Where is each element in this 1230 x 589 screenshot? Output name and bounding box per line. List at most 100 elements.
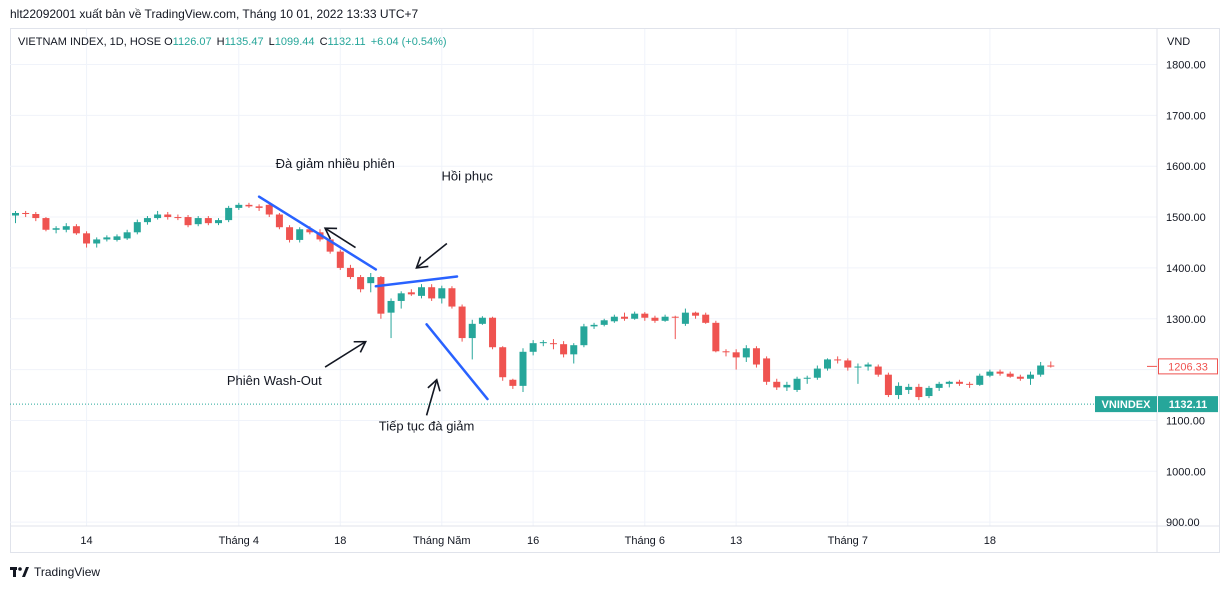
candle-body	[935, 383, 943, 388]
candle-body	[22, 212, 30, 214]
tradingview-brand: TradingView	[34, 565, 101, 579]
currency-label[interactable]: VND	[1167, 36, 1191, 48]
candle-body	[468, 323, 476, 339]
time-axis: 14 Tháng 4 18 Tháng Năm 16 Tháng 6 13 Tháng 7 18	[80, 535, 996, 547]
candle-down	[641, 312, 649, 321]
time-tick-label: 14	[80, 535, 92, 547]
time-tick-label: Tháng 6	[625, 535, 665, 547]
chart-frame[interactable]	[10, 28, 1220, 553]
candle-up	[783, 381, 791, 391]
candle-body	[296, 229, 304, 240]
candle-down	[651, 315, 659, 323]
candle-up	[12, 210, 19, 224]
candle-up	[418, 284, 425, 299]
candle-body	[1006, 373, 1014, 377]
candle-down	[164, 211, 172, 220]
price-axis: 900.001000.001100.001200.001300.001400.0…	[1166, 60, 1206, 530]
price-marker-text: 1206.33	[1168, 361, 1208, 373]
candle-body	[407, 292, 415, 295]
candle-body	[549, 343, 557, 345]
candle-body	[590, 324, 598, 327]
candle-body	[803, 377, 811, 379]
candle-body	[275, 214, 283, 228]
candle-body	[326, 239, 334, 252]
candle-down	[763, 356, 771, 385]
candle-body	[752, 348, 760, 365]
candle-down	[245, 202, 253, 208]
annotation-arrow	[425, 378, 441, 416]
time-tick-label: Tháng Năm	[413, 535, 470, 547]
candle-body	[600, 320, 608, 325]
candle-up	[1027, 371, 1034, 385]
candle-down	[407, 289, 415, 296]
candle-down	[499, 346, 507, 381]
candle-up	[631, 311, 639, 320]
candle-body	[499, 347, 507, 378]
candle-body	[377, 277, 385, 314]
ohlc-legend: VIETNAM INDEX, 1D, HOSE O1126.07 H1135.4…	[18, 36, 447, 48]
candle-down	[174, 214, 182, 221]
legend-low-value: 1099.44	[274, 36, 315, 48]
published-by-header: hlt22092001 xuất bản về TradingView.com,…	[10, 7, 419, 21]
candle-down	[286, 225, 294, 243]
candle-body	[164, 214, 172, 218]
candle-down	[377, 276, 385, 319]
candle-down	[966, 381, 974, 388]
candle-body	[265, 204, 273, 215]
candle-down	[996, 369, 1004, 376]
candle-down	[265, 202, 273, 218]
candle-body	[854, 366, 862, 368]
candle-up	[154, 210, 162, 220]
candle-body	[336, 251, 344, 268]
tradingview-footer[interactable]: TradingView	[10, 565, 100, 579]
arrow-head	[427, 378, 441, 392]
candle-down	[915, 383, 923, 401]
candle-body	[915, 386, 923, 398]
legend-open-label: O	[164, 36, 173, 48]
price-tick-label: 1000.00	[1166, 466, 1206, 478]
candle-body	[93, 239, 101, 244]
arrow-group	[323, 227, 448, 416]
candle-down	[732, 349, 740, 370]
arrow-head	[323, 227, 338, 240]
candle-body	[235, 204, 243, 208]
price-tick-label: 900.00	[1166, 517, 1200, 529]
trendline	[374, 275, 459, 288]
candle-body	[143, 218, 151, 223]
candle-body	[103, 237, 111, 240]
price-tick-label: 1400.00	[1166, 263, 1206, 275]
time-tick-label: Tháng 7	[828, 535, 868, 547]
arrow-shaft	[415, 242, 448, 269]
candle-up	[895, 382, 903, 400]
price-tick-label: 1800.00	[1166, 60, 1206, 72]
candle-body	[1027, 374, 1034, 379]
price-tick-label: 1100.00	[1166, 415, 1205, 427]
candle-body	[834, 359, 842, 361]
candle-body	[844, 360, 852, 368]
trendline	[257, 195, 378, 271]
candle-body	[42, 218, 50, 230]
candle-body	[225, 207, 233, 221]
candle-down	[834, 356, 842, 364]
candle-up	[580, 323, 588, 348]
candle-down	[1016, 374, 1024, 381]
candle-up	[468, 319, 476, 360]
candle-body	[641, 313, 649, 318]
candle-down	[458, 304, 466, 342]
candle-body	[357, 277, 365, 290]
candle-down	[773, 378, 781, 390]
arrow-shaft	[425, 379, 438, 416]
candle-body	[194, 218, 202, 225]
candle-up	[93, 237, 101, 248]
legend-low-label: L	[268, 36, 275, 48]
legend-symbol[interactable]: VIETNAM INDEX, 1D, HOSE	[18, 36, 162, 48]
legend-close-label: C	[319, 36, 328, 48]
annotation-text: Đà giảm nhiều phiên	[276, 156, 395, 171]
candle-body	[418, 287, 425, 296]
candle-down	[1047, 361, 1055, 368]
trendline-group	[257, 195, 489, 401]
candle-body	[773, 381, 781, 388]
candle-down	[712, 320, 720, 353]
price-tick-label: 1500.00	[1166, 212, 1206, 224]
